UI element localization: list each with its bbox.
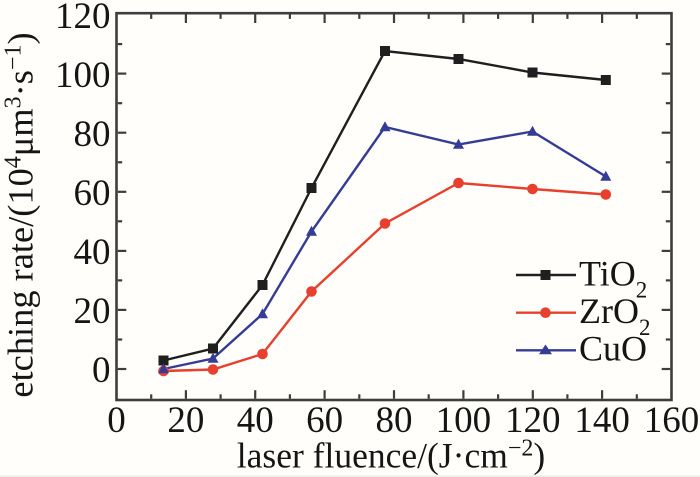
svg-text:0: 0 [107, 400, 126, 441]
svg-text:140: 140 [574, 400, 630, 441]
svg-text:40: 40 [237, 400, 274, 441]
svg-text:100: 100 [55, 55, 111, 96]
svg-text:laser fluence/(J·cm−2): laser fluence/(J·cm−2) [237, 436, 545, 476]
svg-text:120: 120 [55, 0, 111, 37]
svg-text:etching rate/(104μm3·s−1): etching rate/(104μm3·s−1) [1, 32, 41, 397]
svg-text:CuO: CuO [579, 328, 647, 368]
svg-text:40: 40 [74, 232, 111, 273]
svg-text:20: 20 [74, 291, 111, 332]
svg-text:100: 100 [436, 400, 492, 441]
svg-text:60: 60 [74, 173, 111, 214]
svg-text:80: 80 [376, 400, 413, 441]
svg-text:160: 160 [644, 400, 700, 441]
svg-text:120: 120 [505, 400, 561, 441]
svg-text:20: 20 [167, 400, 204, 441]
svg-text:0: 0 [92, 350, 111, 391]
svg-text:60: 60 [306, 400, 343, 441]
svg-text:80: 80 [74, 114, 111, 155]
